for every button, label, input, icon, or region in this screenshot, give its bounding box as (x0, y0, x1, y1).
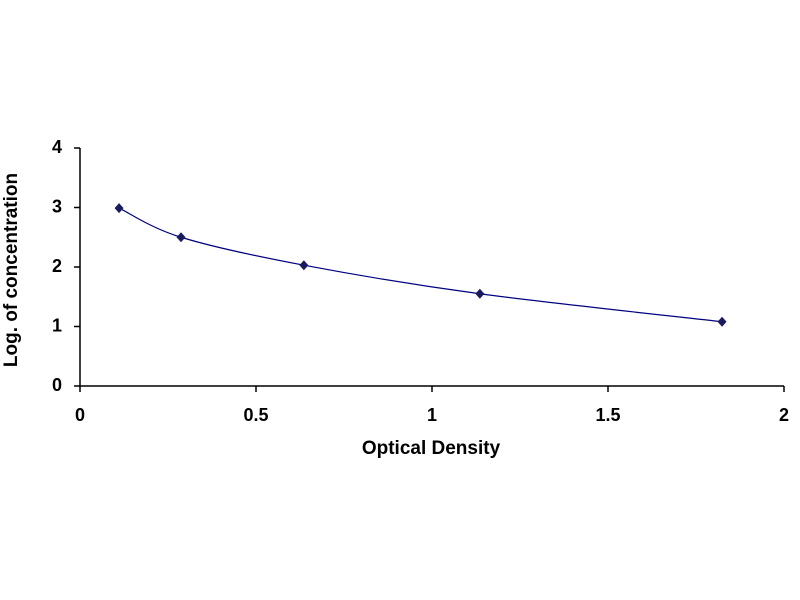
y-tick-label: 2 (52, 256, 62, 276)
x-tick-label: 0.5 (243, 405, 268, 425)
y-tick-label: 4 (52, 137, 62, 157)
fit-line (118, 207, 723, 323)
marker (717, 316, 727, 327)
x-tick-label: 0 (75, 405, 85, 425)
y-axis-label: Log. of concentration (1, 173, 22, 367)
y-tick-label: 3 (52, 196, 62, 216)
x-tick-label: 2 (779, 405, 789, 425)
x-axis-label: Optical Density (362, 438, 501, 459)
marker (114, 203, 124, 214)
marker (475, 288, 485, 299)
marker (176, 232, 186, 243)
y-tick-label: 0 (52, 375, 62, 395)
x-tick-label: 1.5 (595, 405, 620, 425)
marker (299, 260, 309, 271)
x-tick-label: 1 (427, 405, 437, 425)
y-tick-label: 1 (52, 315, 62, 335)
